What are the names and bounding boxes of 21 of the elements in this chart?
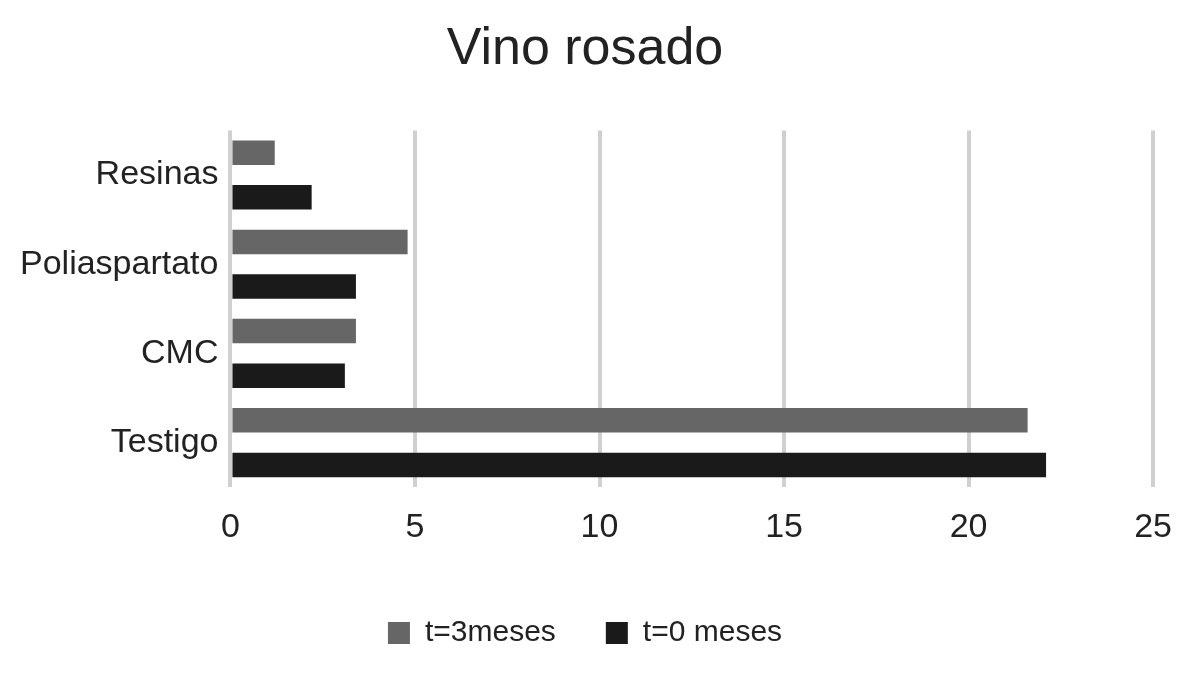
bar	[232, 229, 408, 255]
x-tick-label: 5	[405, 505, 425, 544]
legend-label: t=3meses	[424, 614, 556, 648]
bar	[232, 274, 356, 299]
y-tick-label: Resinas	[95, 153, 219, 192]
bar	[232, 318, 356, 344]
bar	[232, 408, 1028, 433]
chart-title: Vino rosado	[446, 16, 724, 75]
x-tick-label: 15	[765, 505, 803, 544]
legend-label: t=0 meses	[642, 614, 783, 648]
x-tick-label: 25	[1134, 505, 1172, 544]
y-tick-label: CMC	[141, 331, 219, 370]
x-tick-label: 20	[949, 505, 988, 544]
bar	[232, 363, 345, 388]
bar	[232, 185, 312, 210]
y-tick-label: Poliaspartato	[19, 242, 219, 281]
x-tick-label: 10	[580, 505, 619, 544]
x-tick-label: 0	[220, 505, 240, 544]
bar	[232, 140, 275, 165]
y-tick-label: Testigo	[110, 420, 219, 459]
bar	[232, 452, 1047, 478]
